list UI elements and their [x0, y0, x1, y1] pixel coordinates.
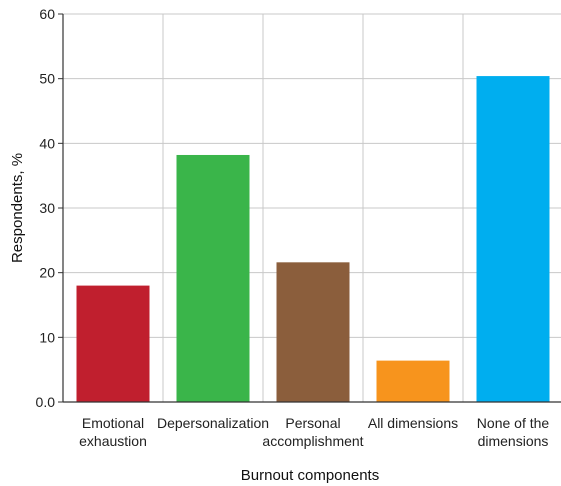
y-tick-label: 40 — [39, 135, 55, 151]
bar — [476, 76, 550, 402]
x-tick-label: Personal accomplishment — [262, 415, 363, 449]
y-axis-label: Respondents, % — [9, 153, 26, 263]
bars — [76, 76, 550, 402]
bar — [76, 285, 150, 402]
x-tick-label: None of the dimensions — [477, 415, 550, 449]
y-tick-label: 10 — [39, 329, 55, 345]
x-axis-ticks: Emotional exhaustion Depersonalization Pers… — [79, 415, 549, 449]
y-tick-label: 0.0 — [36, 394, 56, 410]
y-tick-label: 60 — [39, 6, 55, 22]
x-tick-label: Depersonalization — [157, 415, 269, 431]
y-tick-label: 20 — [39, 265, 55, 281]
bar — [376, 360, 450, 402]
y-tick-label: 50 — [39, 71, 55, 87]
x-tick-label: All dimensions — [368, 415, 458, 431]
x-axis-label: Burnout components — [241, 467, 379, 484]
bar — [276, 262, 350, 402]
y-tick-label: 30 — [39, 200, 55, 216]
x-tick-label: Emotional exhaustion — [79, 415, 147, 449]
bar — [176, 154, 250, 402]
grid — [63, 13, 561, 402]
y-axis-ticks: 0.0 10 20 30 40 50 60 — [36, 6, 63, 410]
